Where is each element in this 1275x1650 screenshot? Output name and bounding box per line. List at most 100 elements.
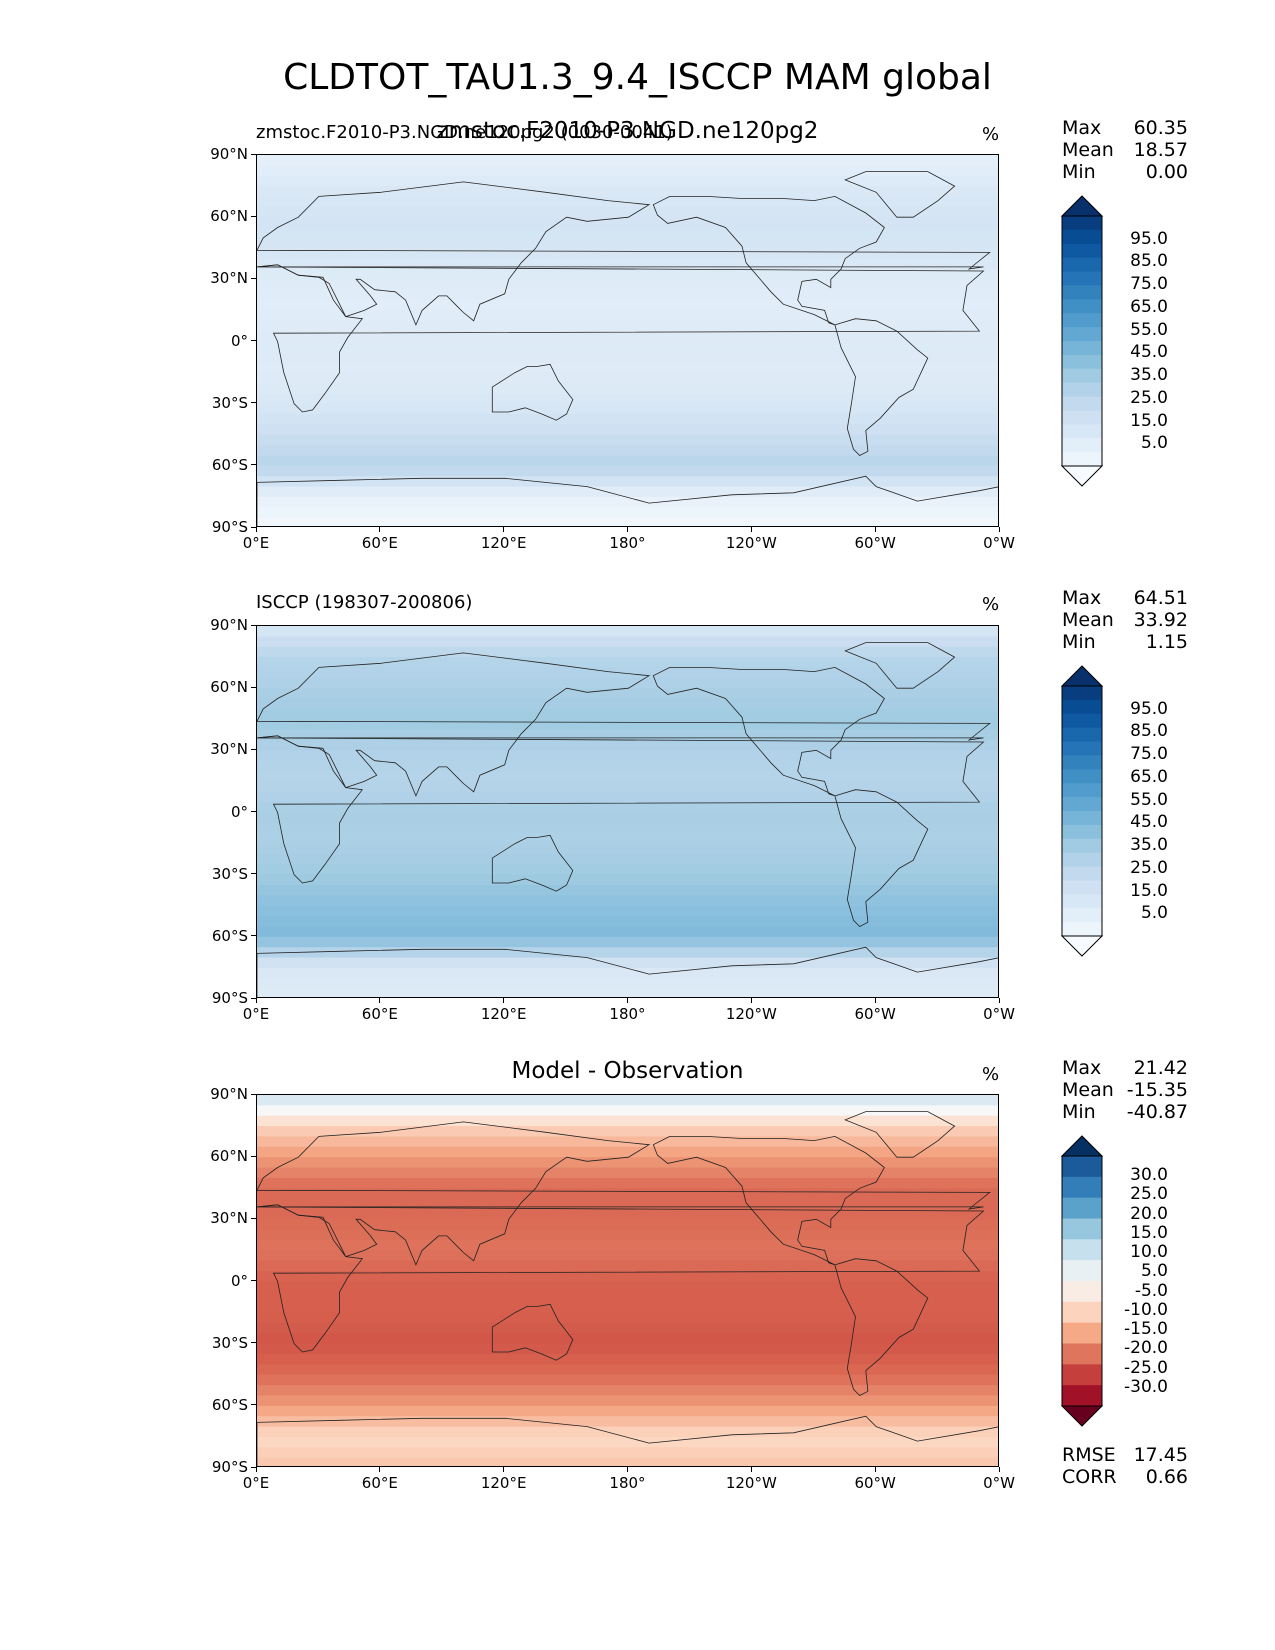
colorbar-tick-label: 25.0 [1130,857,1168,878]
panel-3-max-value: 21.42 [1133,1057,1188,1079]
field-band [257,268,998,280]
colorbar-segment [1062,257,1102,273]
coastline [257,1415,998,1466]
coastline [257,475,998,526]
panel-1-map [256,154,999,527]
panel-3-center-title: Model - Observation [511,1058,744,1084]
field-band [257,1385,998,1397]
y-tick-label: 60°N [210,678,248,697]
panel-2-max-value: 64.51 [1133,587,1188,609]
x-tick-label: 120°E [480,1005,527,1023]
field-band [257,165,998,177]
colorbar-segment [1062,727,1102,743]
colorbar-segment [1062,1301,1102,1324]
field-band [257,341,998,353]
colorbar-segment [1062,824,1102,840]
field-band [257,1457,998,1466]
field-band [257,947,998,959]
coastline [257,181,991,326]
panel-3-units: % [982,1064,1000,1085]
colorbar-segment [1062,271,1102,286]
field-band [257,424,998,436]
colorbar-tick-label: 35.0 [1130,365,1168,386]
field-band [257,688,998,700]
colorbar-segment [1062,285,1102,300]
y-tick-mark [251,1155,256,1157]
x-tick-mark [255,998,257,1003]
panel-2-left-title: ISCCP (198307-200806) [256,592,473,613]
field-band [257,1374,998,1386]
field-band [257,916,998,928]
x-tick-mark [998,998,1000,1003]
colorbar-segment [1062,811,1102,826]
panel-2-max-label: Max [1062,587,1102,609]
colorbar-segment [1062,354,1102,370]
field-band [257,1281,998,1293]
panel-3-mean-label: Mean [1062,1079,1114,1101]
field-band [257,1250,998,1262]
x-tick-label: 60°E [361,534,398,552]
panel-1-mean-value: 18.57 [1133,139,1188,161]
field-band [257,331,998,343]
colorbar-segment [1062,341,1102,356]
colorbar-extend-top [1060,665,1104,687]
field-band [257,781,998,793]
x-tick-label: 60°W [854,534,896,552]
colorbar-tick-label: 15.0 [1130,880,1168,901]
colorbar-tick-label: 55.0 [1130,789,1168,810]
colorbar-segment [1062,769,1102,784]
colorbar-segment [1062,922,1102,937]
x-tick-label: 0°W [983,1005,1015,1023]
panel-1-field [257,155,998,526]
colorbar-segment [1062,410,1102,425]
field-band [257,1395,998,1407]
colorbar-segment [1062,686,1102,701]
colorbar-extend-top [1060,1135,1104,1157]
x-tick-mark [998,1467,1000,1472]
field-band [257,1146,998,1158]
colorbar-outline [1061,685,1103,937]
x-tick-label: 0°W [983,1474,1015,1492]
panel-1-left-title: zmstoc.F2010-P3.NGD.ne120pg2 (0030-0041) [256,122,673,143]
field-band [257,1291,998,1303]
field-band [257,822,998,834]
field-band [257,978,998,990]
colorbar-tick-label: -5.0 [1134,1280,1168,1301]
field-band [257,227,998,239]
field-band [257,196,998,208]
x-tick-label: 120°W [725,1005,777,1023]
y-tick-label: 90°S [211,989,248,1007]
colorbar-segment [1062,424,1102,439]
field-band [257,507,998,519]
field-band [257,885,998,896]
x-tick-label: 0°E [242,1005,270,1023]
panel-3-min-label: Min [1062,1101,1096,1123]
colorbar-outline [1061,1155,1103,1407]
field-band [257,351,998,363]
panel-1-colorbar [1060,194,1104,492]
y-tick-label: 0° [230,331,248,350]
x-tick-mark [255,527,257,532]
colorbar-tick-label: 5.0 [1140,903,1168,924]
field-band [257,1198,998,1210]
x-tick-mark [874,998,876,1003]
field-band [257,905,998,917]
panel-3-map [256,1094,999,1467]
colorbar-segment [1062,216,1102,231]
colorbar-tick-label: 75.0 [1130,744,1168,765]
y-tick-label: 30°S [211,1333,248,1352]
field-band [257,320,998,332]
field-band [257,1354,998,1365]
y-tick-label: 30°S [211,864,248,883]
x-tick-mark [627,998,628,1003]
colorbar-tick-label: 55.0 [1130,319,1168,340]
field-band [257,719,998,731]
y-tick-label: 30°N [210,740,248,759]
field-band [257,445,998,457]
field-band [257,1229,998,1241]
panel-3-colorbar [1060,1134,1104,1432]
colorbar-segment [1062,1218,1102,1240]
coastline [257,735,985,884]
y-tick-mark [251,277,256,279]
colorbar-segment [1062,452,1102,467]
